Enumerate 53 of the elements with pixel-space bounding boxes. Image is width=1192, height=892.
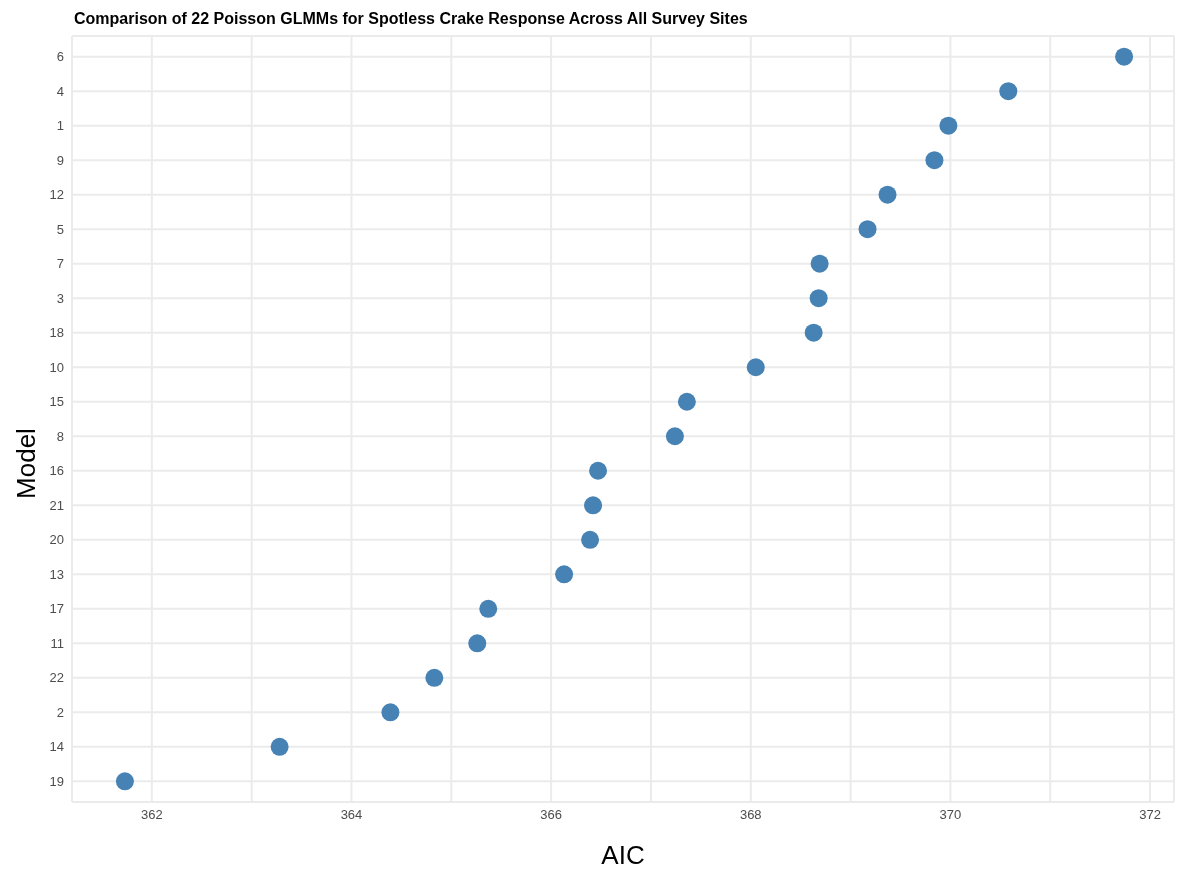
- point: [425, 668, 444, 687]
- point: [746, 358, 765, 377]
- y-tick-label: 4: [56, 83, 64, 99]
- point: [581, 530, 600, 549]
- point: [858, 220, 877, 239]
- y-tick-label: 13: [49, 566, 64, 582]
- point: [878, 185, 897, 204]
- y-tick-label: 10: [49, 359, 64, 375]
- y-tick-label: 8: [56, 428, 64, 444]
- point: [584, 496, 603, 515]
- chart-title: Comparison of 22 Poisson GLMMs for Spotless Crake Response Across All Survey Sites: [73, 9, 749, 29]
- point: [555, 565, 574, 584]
- y-tick-label: 3: [56, 290, 64, 306]
- point: [925, 151, 944, 170]
- y-tick-label: 21: [49, 497, 64, 513]
- x-tick-label: 362: [141, 807, 163, 823]
- point: [809, 289, 828, 308]
- x-axis-title: AIC: [601, 840, 645, 870]
- y-tick-label: 14: [49, 739, 64, 755]
- y-tick-label: 18: [49, 325, 64, 341]
- point: [479, 599, 498, 618]
- x-tick-label: 366: [540, 807, 562, 823]
- y-tick-label: 7: [56, 256, 64, 272]
- y-tick-label: 17: [49, 601, 64, 617]
- y-axis-title: Model: [10, 427, 42, 501]
- y-tick-label: 9: [56, 152, 64, 168]
- point: [589, 461, 608, 480]
- point: [804, 323, 823, 342]
- point: [468, 634, 487, 653]
- x-tick-label: 364: [340, 807, 363, 823]
- y-tick-label: 1: [56, 118, 64, 134]
- point: [999, 82, 1018, 101]
- point: [939, 116, 958, 135]
- y-tick-label: 11: [50, 635, 64, 651]
- y-tick-label: 6: [56, 49, 64, 65]
- x-tick-label: 368: [739, 807, 762, 823]
- x-tick-label: 372: [1139, 807, 1161, 823]
- point: [115, 772, 134, 791]
- point: [677, 392, 696, 411]
- y-tick-label: 19: [49, 773, 64, 789]
- y-tick-label: 5: [56, 221, 64, 237]
- y-tick-label: 2: [56, 704, 64, 720]
- y-tick-label: 15: [49, 394, 64, 410]
- y-tick-label: 12: [49, 187, 64, 203]
- x-tick-label: 370: [939, 807, 962, 823]
- y-tick-label: 22: [49, 670, 64, 686]
- y-tick-label: 20: [49, 532, 64, 548]
- point: [381, 703, 400, 722]
- point: [270, 737, 289, 756]
- point: [1115, 47, 1134, 66]
- y-tick-label: 16: [49, 463, 64, 479]
- point: [810, 254, 829, 273]
- point: [665, 427, 684, 446]
